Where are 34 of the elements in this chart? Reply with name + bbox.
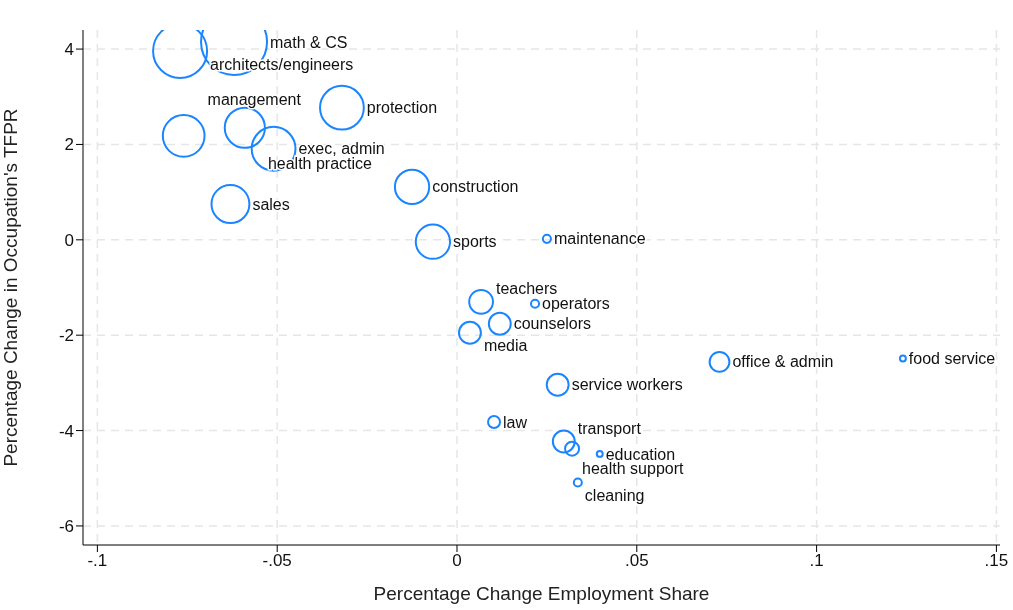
annotation: math & CS — [270, 33, 348, 51]
x-tick-label: -.1 — [87, 551, 108, 571]
x-axis-title: Percentage Change Employment Share — [373, 583, 710, 604]
y-tick-label: 4 — [64, 40, 74, 60]
annotation: maintenance — [553, 230, 646, 248]
annotation: education — [605, 445, 676, 463]
annotation: sports — [453, 233, 497, 251]
x-tick-label: 0 — [452, 551, 462, 571]
annotation: operators — [542, 295, 610, 313]
x-tick-label: .15 — [984, 551, 1009, 571]
annotation: media — [483, 337, 528, 355]
annotation: construction — [432, 178, 519, 196]
annotation: health support — [582, 460, 685, 478]
annotation: cleaning — [584, 487, 645, 505]
y-tick-label: -6 — [58, 516, 74, 536]
annotation: office & admin — [732, 353, 834, 371]
annotation: management — [207, 91, 302, 109]
y-tick-label: -2 — [58, 326, 74, 346]
x-tick-label: -.05 — [262, 551, 292, 571]
y-axis-title: Percentage Change in Occupation's TFPR — [0, 108, 21, 467]
annotation: law — [503, 413, 528, 431]
annotation: counselors — [513, 315, 592, 333]
annotation: service workers — [571, 376, 683, 394]
annotation: food service — [908, 350, 996, 368]
y-tick-label: 2 — [64, 135, 74, 155]
y-tick-label: -4 — [58, 421, 74, 441]
x-tick-label: .1 — [809, 551, 824, 571]
annotation: sales — [252, 195, 290, 213]
annotation: exec, admin — [298, 140, 385, 158]
annotation: teachers — [495, 280, 558, 298]
annotation: protection — [366, 99, 438, 117]
y-tick-label: 0 — [64, 230, 74, 250]
annotation: transport — [577, 420, 642, 438]
x-tick-label: .05 — [624, 551, 649, 571]
